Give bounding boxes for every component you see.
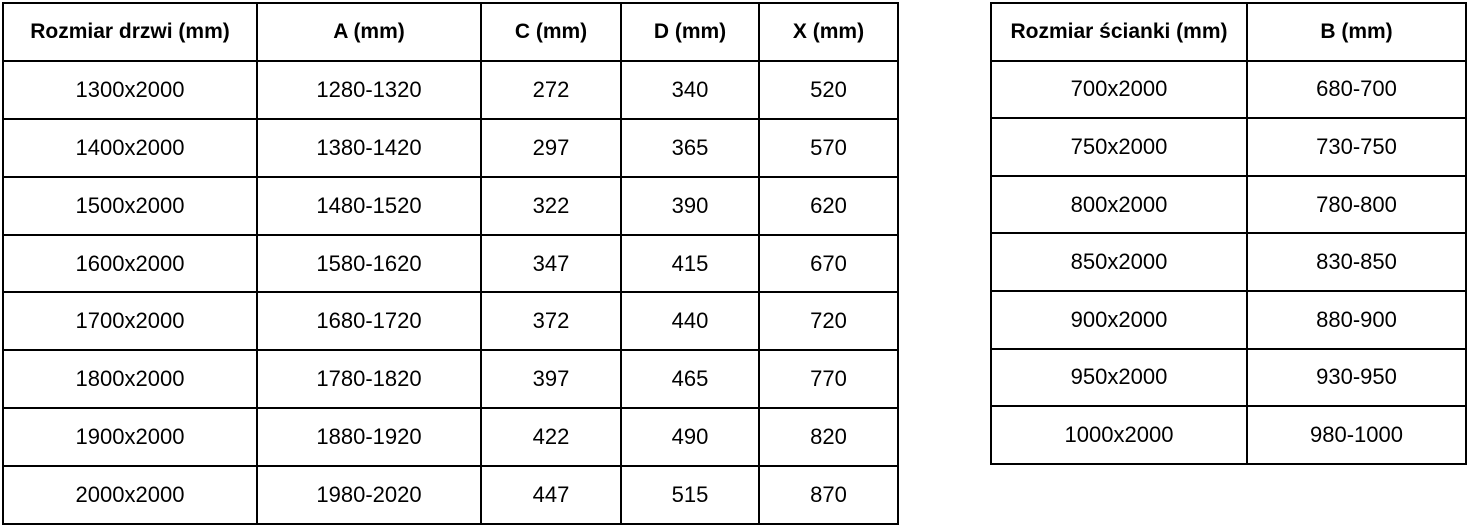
table-cell: 930-950: [1246, 347, 1467, 408]
table-cell: 670: [758, 233, 899, 294]
table-cell: 447: [480, 465, 622, 525]
table-cell: 680-700: [1246, 59, 1467, 120]
door-sizes-table: Rozmiar drzwi (mm) A (mm) C (mm) D (mm) X (m…: [2, 2, 899, 525]
table-cell: 1680-1720: [256, 291, 482, 352]
table-cell: 372: [480, 291, 622, 352]
table-cell: 2000x2000: [2, 465, 258, 525]
table-row: 1500x2000 1480-1520 322 390 620: [2, 175, 899, 236]
table-cell: 347: [480, 233, 622, 294]
table-cell: 870: [758, 465, 899, 525]
table-cell: 950x2000: [990, 347, 1248, 408]
table-cell: 365: [620, 117, 760, 178]
table-cell: 770: [758, 349, 899, 410]
column-header: B (mm): [1246, 2, 1467, 62]
table-cell: 272: [480, 59, 622, 120]
table-row: 1300x2000 1280-1320 272 340 520: [2, 59, 899, 120]
table-row: 1900x2000 1880-1920 422 490 820: [2, 407, 899, 468]
table-cell: 620: [758, 175, 899, 236]
table-cell: 1900x2000: [2, 407, 258, 468]
table-cell: 1380-1420: [256, 117, 482, 178]
table-cell: 422: [480, 407, 622, 468]
table-cell: 750x2000: [990, 117, 1248, 177]
column-header: Rozmiar ścianki (mm): [990, 2, 1248, 62]
table-cell: 1800x2000: [2, 349, 258, 410]
column-header: C (mm): [480, 2, 622, 62]
table-row: 700x2000 680-700: [990, 59, 1467, 120]
table-cell: 720: [758, 291, 899, 352]
table-row: 850x2000 830-850: [990, 232, 1467, 292]
table-cell: 1500x2000: [2, 175, 258, 236]
door-sizes-table-header: Rozmiar drzwi (mm) A (mm) C (mm) D (mm) X (m…: [2, 2, 899, 62]
table-cell: 1880-1920: [256, 407, 482, 468]
table-row: 1800x2000 1780-1820 397 465 770: [2, 349, 899, 410]
wall-sizes-table-body: 700x2000 680-700 750x2000 730-750 800x2000 78…: [990, 59, 1467, 465]
table-cell: 490: [620, 407, 760, 468]
table-cell: 1000x2000: [990, 405, 1248, 465]
table-row: 1600x2000 1580-1620 347 415 670: [2, 233, 899, 294]
table-row: 2000x2000 1980-2020 447 515 870: [2, 465, 899, 525]
table-cell: 730-750: [1246, 117, 1467, 177]
table-cell: 390: [620, 175, 760, 236]
table-row: 1400x2000 1380-1420 297 365 570: [2, 117, 899, 178]
table-row: 1000x2000 980-1000: [990, 405, 1467, 465]
table-cell: 780-800: [1246, 174, 1467, 235]
column-header: Rozmiar drzwi (mm): [2, 2, 258, 62]
table-cell: 1400x2000: [2, 117, 258, 178]
table-cell: 1980-2020: [256, 465, 482, 525]
column-header: D (mm): [620, 2, 760, 62]
table-cell: 440: [620, 291, 760, 352]
table-cell: 415: [620, 233, 760, 294]
table-cell: 880-900: [1246, 289, 1467, 350]
header-row: Rozmiar drzwi (mm) A (mm) C (mm) D (mm) X (m…: [2, 2, 899, 62]
table-row: 950x2000 930-950: [990, 347, 1467, 408]
table-cell: 1280-1320: [256, 59, 482, 120]
table-cell: 900x2000: [990, 289, 1248, 350]
table-cell: 1780-1820: [256, 349, 482, 410]
table-row: 750x2000 730-750: [990, 117, 1467, 177]
table-cell: 297: [480, 117, 622, 178]
table-cell: 397: [480, 349, 622, 410]
table-row: 800x2000 780-800: [990, 174, 1467, 235]
table-cell: 820: [758, 407, 899, 468]
header-row: Rozmiar ścianki (mm) B (mm): [990, 2, 1467, 62]
table-cell: 800x2000: [990, 174, 1248, 235]
table-cell: 1480-1520: [256, 175, 482, 236]
column-header: X (mm): [758, 2, 899, 62]
table-cell: 980-1000: [1246, 405, 1467, 465]
table-row: 1700x2000 1680-1720 372 440 720: [2, 291, 899, 352]
table-cell: 700x2000: [990, 59, 1248, 120]
table-cell: 340: [620, 59, 760, 120]
table-cell: 570: [758, 117, 899, 178]
table-cell: 515: [620, 465, 760, 525]
table-cell: 1580-1620: [256, 233, 482, 294]
table-cell: 520: [758, 59, 899, 120]
table-cell: 465: [620, 349, 760, 410]
wall-sizes-table: Rozmiar ścianki (mm) B (mm) 700x2000 680-7…: [990, 2, 1467, 465]
column-header: A (mm): [256, 2, 482, 62]
table-cell: 1700x2000: [2, 291, 258, 352]
table-cell: 830-850: [1246, 232, 1467, 292]
door-sizes-table-body: 1300x2000 1280-1320 272 340 520 1400x2000 1380…: [2, 59, 899, 525]
wall-sizes-table-header: Rozmiar ścianki (mm) B (mm): [990, 2, 1467, 62]
table-row: 900x2000 880-900: [990, 289, 1467, 350]
table-cell: 1300x2000: [2, 59, 258, 120]
table-cell: 1600x2000: [2, 233, 258, 294]
table-cell: 850x2000: [990, 232, 1248, 292]
table-cell: 322: [480, 175, 622, 236]
